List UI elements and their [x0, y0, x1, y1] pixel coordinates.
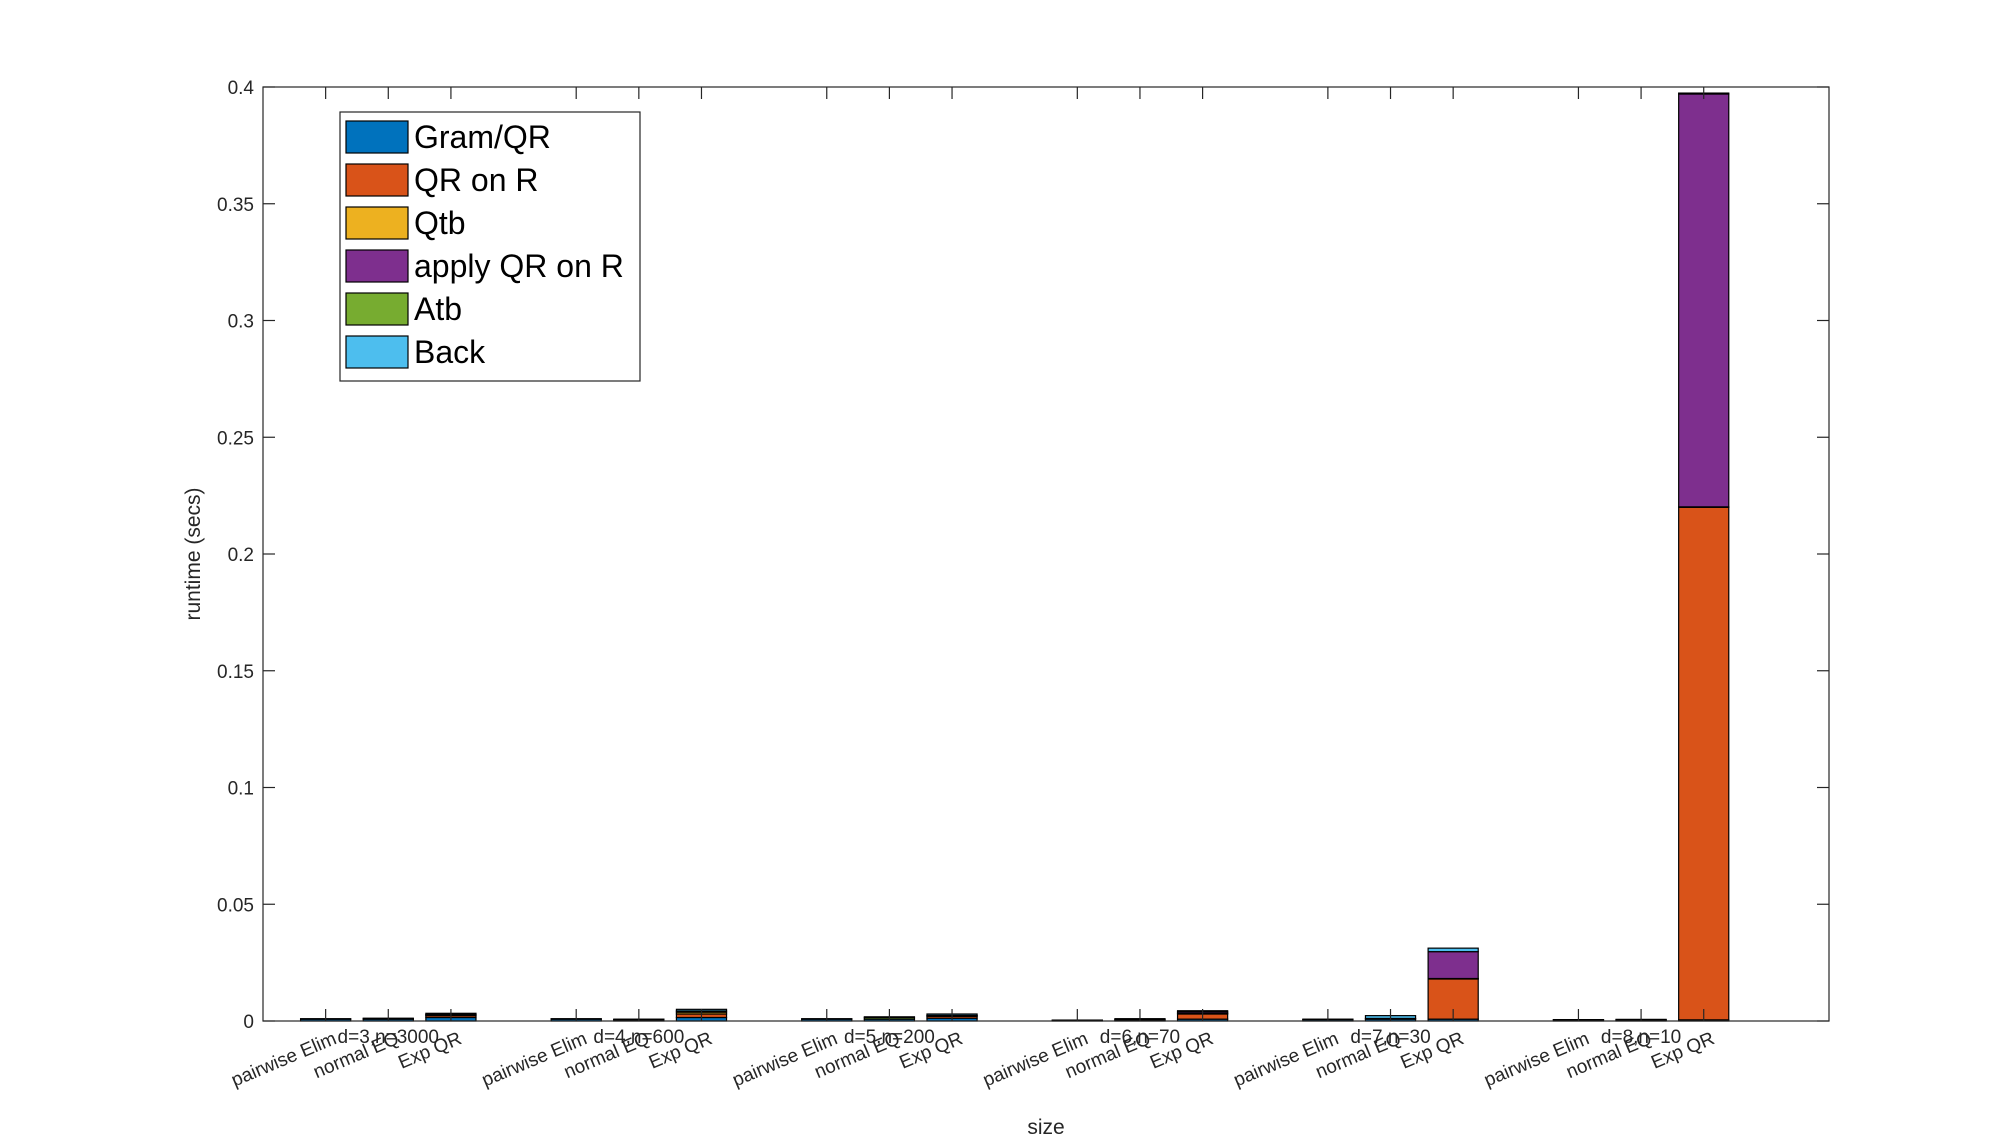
legend-label: Qtb	[414, 205, 466, 241]
legend-swatch	[345, 163, 409, 197]
legend: Gram/QR QR on R Qtb apply QR on R Atb Back	[339, 111, 641, 382]
y-tick-label: 0.15	[217, 662, 254, 683]
legend-swatch	[345, 335, 409, 369]
legend-swatch	[345, 120, 409, 154]
group-label: d=4,n=600	[593, 1027, 684, 1048]
y-tick-label: 0.25	[217, 428, 254, 449]
group-label: d=7,n=30	[1350, 1027, 1430, 1048]
legend-label: Back	[414, 334, 486, 370]
legend-label: QR on R	[414, 162, 538, 198]
y-tick-label: 0.2	[228, 545, 254, 566]
y-tick-label: 0	[243, 1012, 254, 1033]
group-label: d=5,n=200	[844, 1027, 935, 1048]
x-axis-label: size	[1027, 1116, 1064, 1139]
bars-layer	[299, 92, 1730, 1022]
legend-label: Gram/QR	[414, 119, 551, 155]
y-tick-label: 0.3	[228, 312, 254, 333]
legend-swatch	[345, 292, 409, 326]
bar-segment	[1427, 951, 1479, 980]
legend-swatch	[345, 249, 409, 283]
bar-segment	[1678, 93, 1730, 508]
y-axis: 0 0.05 0.1 0.15 0.2 0.25 0.3 0.35 0.4	[217, 78, 1829, 1033]
group-label: d=3,n=3000	[338, 1027, 439, 1048]
bar-segment	[1678, 506, 1730, 1021]
y-tick-label: 0.35	[217, 195, 254, 216]
group-label: d=6,n=70	[1100, 1027, 1180, 1048]
legend-swatch	[345, 206, 409, 240]
y-tick-label: 0.4	[228, 78, 255, 99]
bar-segment	[1427, 947, 1479, 953]
y-tick-label: 0.05	[217, 895, 254, 916]
legend-label: apply QR on R	[414, 248, 624, 284]
group-label: d=8,n=10	[1601, 1027, 1681, 1048]
y-axis-label: runtime (secs)	[182, 487, 205, 620]
legend-label: Atb	[414, 291, 462, 327]
y-tick-label: 0.1	[228, 779, 254, 800]
